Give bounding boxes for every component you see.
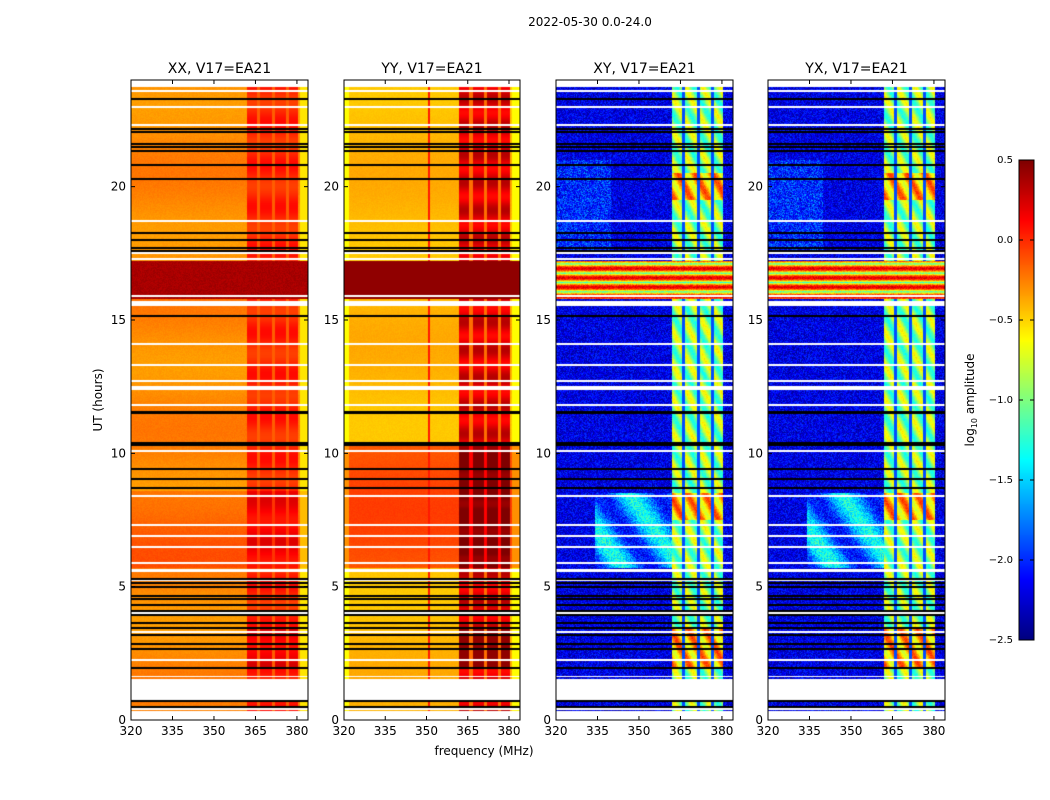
y-tick-label: 0	[543, 713, 551, 727]
y-tick-label: 15	[748, 313, 763, 327]
colorbar-tick-label: 0.0	[997, 235, 1013, 246]
x-tick-label: 320	[333, 724, 356, 738]
panel-frame	[767, 79, 946, 721]
panel-frame	[343, 79, 521, 721]
y-tick-label: 0	[331, 713, 339, 727]
colorbar-label: log10 amplitude	[963, 354, 979, 447]
panel-frame	[130, 79, 309, 721]
x-tick-label: 365	[669, 724, 692, 738]
x-tick-label: 365	[244, 724, 267, 738]
y-tick-label: 20	[536, 180, 551, 194]
x-tick-label: 350	[203, 724, 226, 738]
x-tick-label: 380	[498, 724, 521, 738]
x-tick-label: 365	[456, 724, 479, 738]
y-tick-label: 10	[111, 446, 126, 460]
x-tick-label: 350	[415, 724, 438, 738]
y-tick-label: 5	[118, 580, 126, 594]
y-tick-label: 0	[118, 713, 126, 727]
y-tick-label: 10	[324, 446, 339, 460]
colorbar	[1019, 160, 1034, 640]
heatmap-xy	[556, 80, 733, 720]
colorbar-tick-label: −1.5	[989, 475, 1013, 486]
y-tick-label: 15	[111, 313, 126, 327]
x-tick-label: 320	[120, 724, 143, 738]
colorbar-tick-label: −2.5	[989, 635, 1013, 646]
x-tick-label: 365	[881, 724, 904, 738]
x-tick-label: 380	[922, 724, 945, 738]
x-tick-label: 350	[840, 724, 863, 738]
x-tick-label: 335	[374, 724, 397, 738]
y-tick-label: 20	[324, 180, 339, 194]
y-axis-label: UT (hours)	[91, 368, 105, 431]
x-tick-label: 320	[545, 724, 568, 738]
figure-title: 2022-05-30 0.0-24.0	[528, 15, 652, 29]
x-tick-label: 320	[757, 724, 780, 738]
panel-title: XY, V17=EA21	[593, 61, 695, 77]
x-tick-label: 335	[798, 724, 821, 738]
panel-yx: YX, V17=EA21 320 335 350 365 380 0 5 10 15 20	[748, 61, 946, 738]
colorbar-tick-label: −2.0	[989, 555, 1013, 566]
y-tick-label: 15	[324, 313, 339, 327]
y-tick-label: 5	[543, 580, 551, 594]
colorbar-tick-label: 0.5	[997, 155, 1013, 166]
panel-title: YX, V17=EA21	[804, 61, 907, 77]
x-tick-label: 380	[710, 724, 733, 738]
panel-title: XX, V17=EA21	[168, 61, 271, 77]
x-tick-label: 380	[285, 724, 308, 738]
panel-title: YY, V17=EA21	[380, 61, 482, 77]
colorbar-tick-label: −0.5	[989, 315, 1013, 326]
y-tick-label: 0	[755, 713, 763, 727]
y-tick-label: 10	[536, 446, 551, 460]
heatmap-xx	[131, 80, 308, 720]
y-tick-label: 5	[755, 580, 763, 594]
colorbar-tick-label: −1.0	[989, 395, 1013, 406]
x-axis-label: frequency (MHz)	[434, 744, 533, 758]
panel-frame	[555, 79, 734, 721]
x-tick-label: 335	[586, 724, 609, 738]
x-tick-label: 350	[628, 724, 651, 738]
heatmap-yx	[768, 80, 945, 720]
y-tick-label: 5	[331, 580, 339, 594]
panel-xy: XY, V17=EA21 320 335 350 365 380 0 5 10 15 20	[536, 61, 734, 738]
panel-yy: YY, V17=EA21 320 335 350 365 380 0 5 10 15 20	[324, 61, 521, 738]
heatmap-yy	[344, 80, 520, 720]
panel-xx: XX, V17=EA21 320 335 350 365 380 0 5 10 15 20	[111, 61, 309, 738]
y-tick-label: 10	[748, 446, 763, 460]
y-tick-label: 15	[536, 313, 551, 327]
x-tick-label: 335	[161, 724, 184, 738]
y-tick-label: 20	[111, 180, 126, 194]
y-tick-label: 20	[748, 180, 763, 194]
